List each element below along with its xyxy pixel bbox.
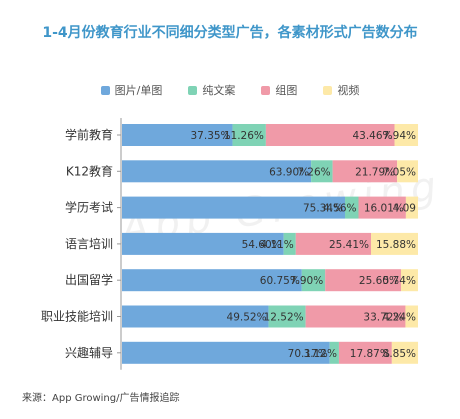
bar-segment [325,269,401,292]
bar-segment [122,305,269,328]
category-label: 学前教育 [65,127,113,142]
bar-segment [405,305,418,328]
legend-label-text: 纯文案 [202,84,236,97]
data-label: 17.87% [350,348,390,360]
bar-segment [400,269,418,292]
legend-swatch-group [261,85,271,95]
data-label: 7.90% [290,275,323,287]
data-label: 25.41% [329,239,369,251]
data-label: 75.34% [303,203,343,215]
bar-segment [358,196,406,219]
data-label: 7.26% [297,166,330,178]
data-label: 4.11% [260,239,293,251]
category-label: 学历考试 [65,200,113,215]
bar-segment [332,160,398,183]
bar-segment [232,124,266,146]
data-label: 43.46% [352,130,392,142]
bar-segment [265,124,395,146]
bar-segment [283,232,296,255]
bar-segment [122,269,302,292]
category-label: K12教育 [66,163,113,178]
category-label: 兴趣辅导 [65,345,113,360]
data-label: 49.52% [227,312,267,324]
legend-label-group: 组图 [275,84,298,97]
bar-segment [122,341,330,364]
category-label: 出国留学 [65,272,113,287]
data-label: 7.94% [383,130,416,142]
data-label: 4.24% [383,312,416,324]
legend-swatch-image [100,85,110,95]
legend-item-text: 纯文案 [188,82,235,98]
data-label: 15.88% [376,239,416,251]
bar-segment [268,305,306,328]
data-label: 4.56% [323,203,356,215]
legend-label-video: 视频 [337,84,360,97]
data-label: 12.52% [264,312,304,324]
bar-segment [311,160,333,183]
bar-segment [295,232,371,255]
category-label: 职业技能培训 [41,309,113,324]
data-label: 8.85% [383,348,416,360]
bar-segment [371,232,418,255]
bar-segment [122,232,284,255]
data-label: 54.60% [242,239,282,251]
legend-item-image: 图片/单图 [100,82,163,98]
source-note: 来源：App Growing/广告情报追踪 [22,393,180,404]
data-label: 33.72% [363,312,403,324]
bar-segment [338,341,392,364]
bar-segment [122,196,346,219]
data-label: 11.26% [224,130,264,142]
data-label: 70.17% [288,348,328,360]
data-label: 7.05% [383,166,416,178]
data-label: 16.01% [364,203,404,215]
legend-swatch-video [323,85,333,95]
data-label: 63.90% [269,166,309,178]
legend-item-video: 视频 [323,82,359,98]
bar-segment [305,305,406,328]
data-label: 37.35% [191,130,231,142]
legend: 图片/单图 纯文案 组图 视频 [0,82,460,98]
bar-segment [301,269,326,292]
legend-swatch-text [188,85,198,95]
bar-segment [122,124,233,146]
legend-label-image: 图片/单图 [114,84,163,97]
bar-segment [345,196,359,219]
category-label: 语言培训 [65,236,113,251]
bar-segment [391,341,419,364]
data-label: 21.79% [355,166,395,178]
bar-segment [122,160,312,183]
bar-segment [397,160,418,183]
bar-segment [329,341,339,364]
bar-segment [394,124,419,146]
data-label: 3.12% [304,348,337,360]
chart-title: 1-4月份教育行业不同细分类型广告，各素材形式广告数分布 [42,25,418,41]
data-label: 5.74% [383,275,416,287]
bar-segment [405,196,418,219]
legend-item-group: 组图 [261,82,297,98]
data-label: 4.09 [393,203,416,215]
data-label: 25.60% [359,275,399,287]
data-label: 60.75% [260,275,300,287]
